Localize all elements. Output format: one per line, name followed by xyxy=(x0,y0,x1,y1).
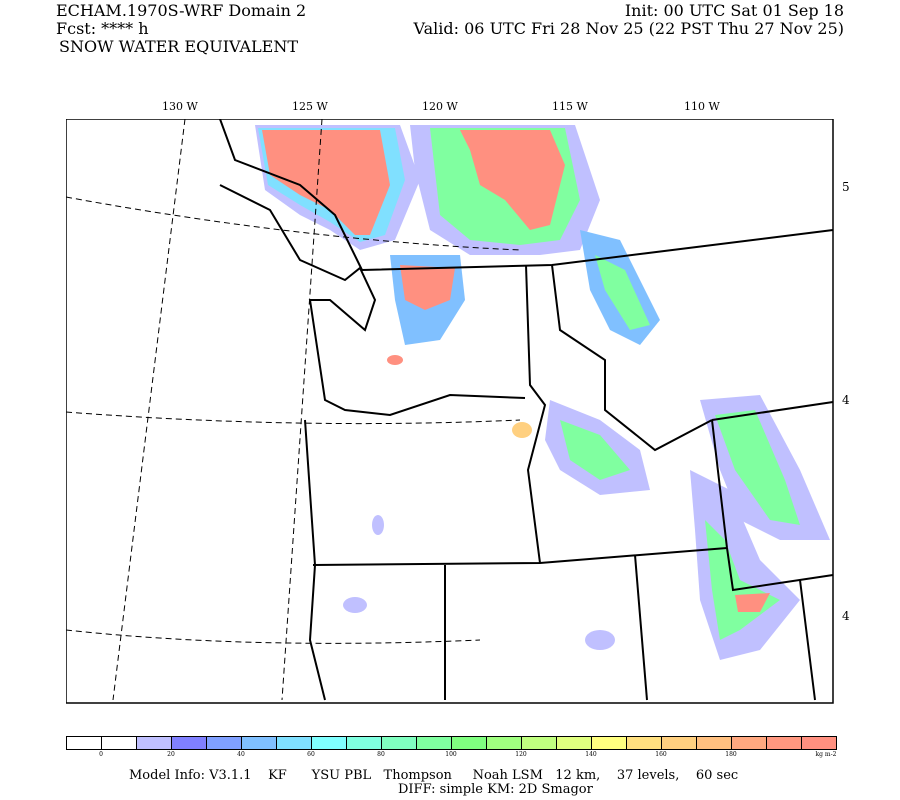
colorbar-label: 60 xyxy=(307,751,315,758)
colorbar-label: 160 xyxy=(655,751,667,758)
colorbar-label: 180 xyxy=(725,751,737,758)
colorbar-swatch xyxy=(276,737,311,749)
lat-label: 5 xyxy=(842,180,850,194)
colorbar-label: 0 xyxy=(99,751,103,758)
colorbar-swatch xyxy=(626,737,661,749)
model-title: ECHAM.1970S-WRF Domain 2 xyxy=(56,1,307,20)
colorbar-swatch xyxy=(346,737,381,749)
colorbar-label: 20 xyxy=(167,751,175,758)
lon-label: 115 W xyxy=(552,100,588,113)
colorbar-swatch xyxy=(521,737,556,749)
colorbar-swatch xyxy=(661,737,696,749)
colorbar-swatch xyxy=(241,737,276,749)
lat-label: 4 xyxy=(842,609,850,623)
colorbar-swatch xyxy=(171,737,206,749)
graticule xyxy=(66,119,521,701)
model-info: Model Info: V3.1.1 KF YSU PBL Thompson N… xyxy=(129,768,739,783)
colorbar-swatch xyxy=(556,737,591,749)
lon-label: 130 W xyxy=(162,100,198,113)
colorbar-label: 140 xyxy=(585,751,597,758)
lon-label: 125 W xyxy=(292,100,328,113)
colorbar-swatch xyxy=(801,737,836,749)
colorbar-swatch xyxy=(311,737,346,749)
colorbar-swatch xyxy=(591,737,626,749)
colorbar-swatch xyxy=(136,737,171,749)
field-name: SNOW WATER EQUIVALENT xyxy=(59,37,299,56)
colorbar-swatch xyxy=(416,737,451,749)
colorbar-swatch xyxy=(381,737,416,749)
colorbar-swatch xyxy=(766,737,801,749)
lon-label: 120 W xyxy=(422,100,458,113)
valid-time: Valid: 06 UTC Fri 28 Nov 25 (22 PST Thu … xyxy=(413,19,844,38)
colorbar-label: 100 xyxy=(445,751,457,758)
colorbar-label: 120 xyxy=(515,751,527,758)
colorbar xyxy=(66,736,837,750)
borders xyxy=(219,119,834,701)
colorbar-swatch xyxy=(696,737,731,749)
colorbar-swatch xyxy=(206,737,241,749)
map-panel xyxy=(66,119,834,704)
init-time: Init: 00 UTC Sat 01 Sep 18 xyxy=(624,1,844,20)
diffusion-info: DIFF: simple KM: 2D Smagor xyxy=(398,782,593,797)
colorbar-units: kg m-2 xyxy=(815,751,837,758)
lat-label: 4 xyxy=(842,393,850,407)
colorbar-label: 80 xyxy=(377,751,385,758)
snow-field xyxy=(255,125,830,660)
colorbar-swatch xyxy=(67,737,101,749)
forecast-hour: Fcst: **** h xyxy=(56,19,149,38)
colorbar-swatch xyxy=(731,737,766,749)
colorbar-swatch xyxy=(101,737,136,749)
lon-label: 110 W xyxy=(684,100,720,113)
colorbar-label: 40 xyxy=(237,751,245,758)
colorbar-swatch xyxy=(486,737,521,749)
colorbar-swatch xyxy=(451,737,486,749)
